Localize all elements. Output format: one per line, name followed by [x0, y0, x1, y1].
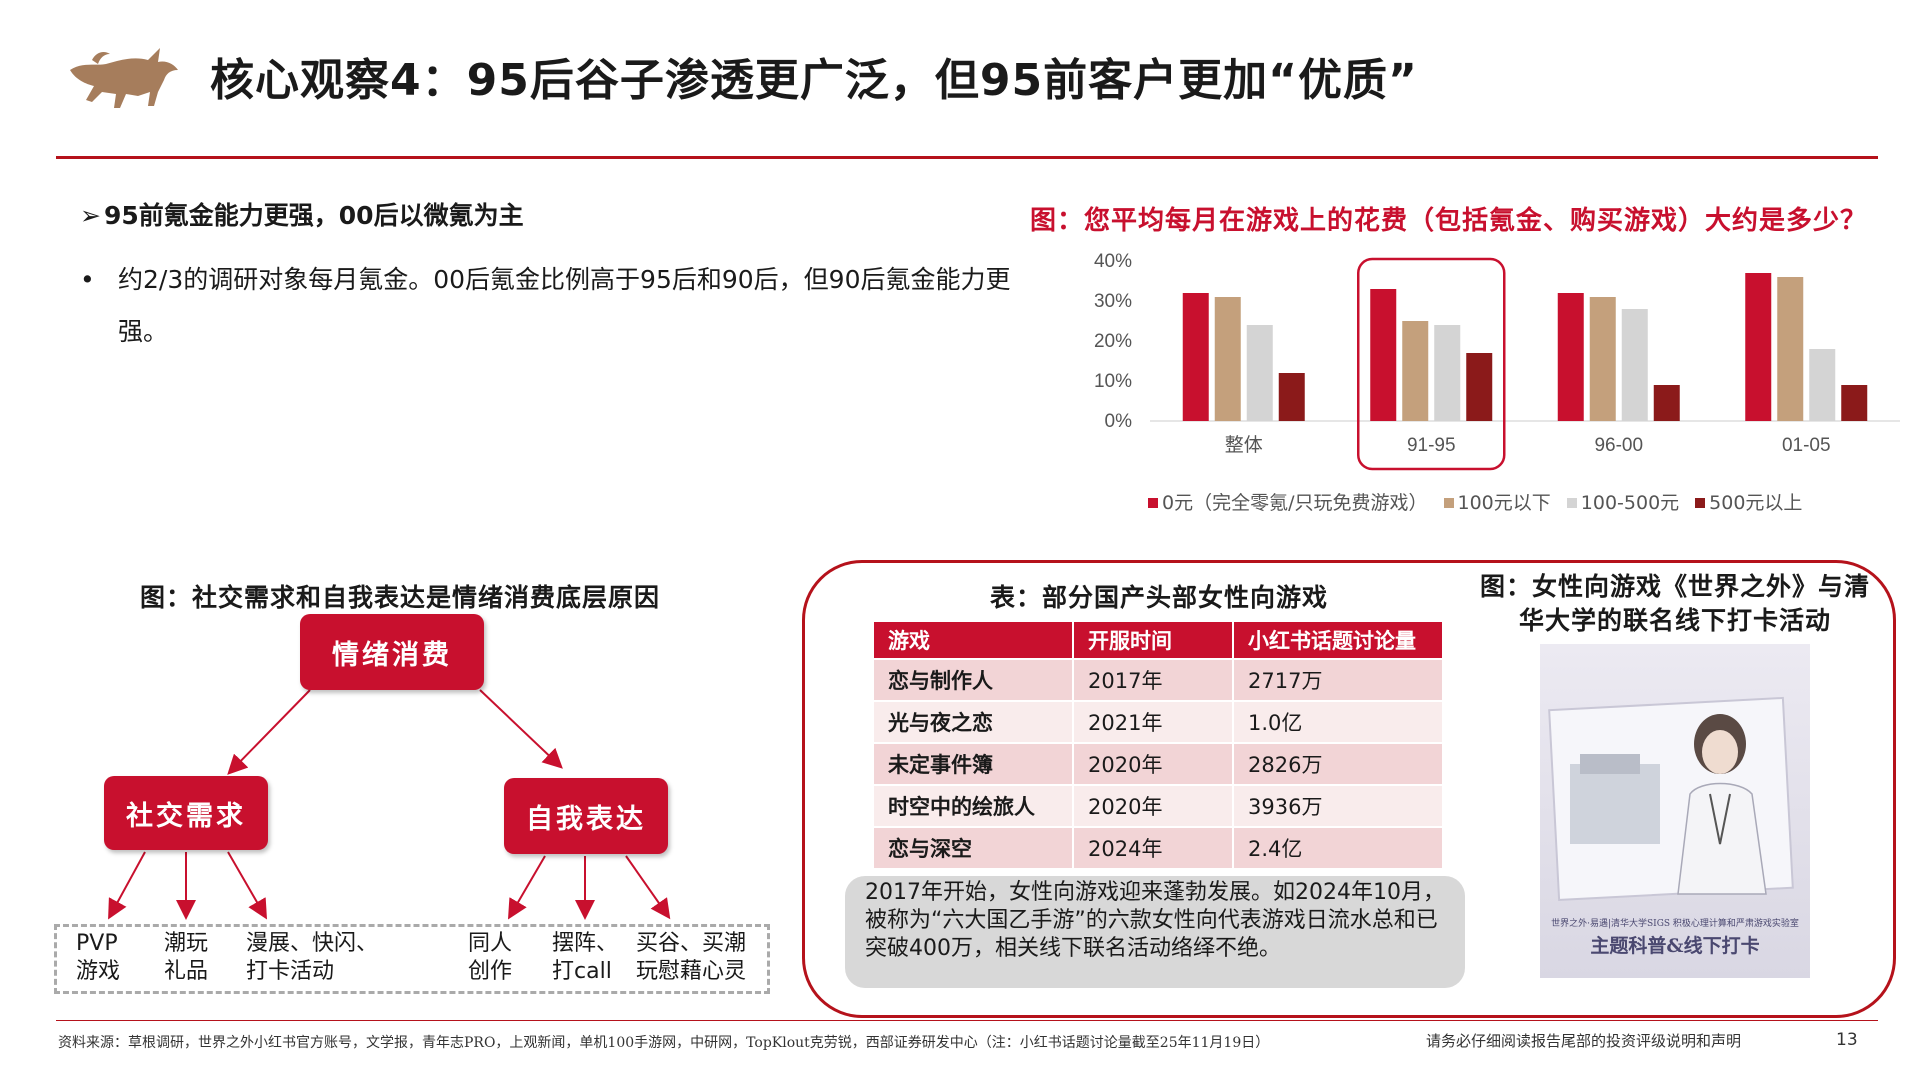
x-tick-label: 整体: [1225, 434, 1263, 456]
y-tick-label: 10%: [1094, 371, 1132, 392]
legend-label: 100元以下: [1457, 492, 1551, 514]
legend-item: 100-500元: [1566, 488, 1680, 515]
leaf-item: 买谷、买潮 玩慰藉心灵: [636, 931, 747, 984]
legend-item: 0元（完全零氪/只玩免费游戏）: [1148, 488, 1428, 515]
diagram-title: 图：社交需求和自我表达是情绪消费底层原因: [140, 583, 661, 612]
leaf-item: 摆阵、 打call: [552, 931, 619, 984]
dot-bullet-icon: •: [80, 265, 95, 294]
table-cell: 恋与深空: [872, 826, 1074, 870]
table-cell: 2020年: [1072, 784, 1234, 828]
highlight-frame: [1357, 257, 1506, 471]
bar: [1589, 297, 1616, 421]
x-tick-label: 91-95: [1407, 435, 1456, 456]
table-cell: 恋与制作人: [872, 658, 1074, 702]
leaf-item: PVP 游戏: [76, 931, 121, 984]
footer-divider: [56, 1020, 1878, 1021]
table-cell: 2024年: [1072, 826, 1234, 870]
legend-swatch: [1695, 498, 1706, 508]
node-social-needs: 社交需求: [104, 776, 268, 850]
legend-item: 100元以下: [1443, 488, 1551, 515]
table-cell: 2021年: [1072, 700, 1234, 744]
table-cell: 2826万: [1232, 742, 1444, 786]
legend-swatch: [1148, 498, 1158, 508]
table-cell: 光与夜之恋: [872, 700, 1074, 744]
bar: [1841, 385, 1868, 421]
legend-item: 500元以上: [1695, 488, 1802, 515]
table-cell: 1.0亿: [1232, 700, 1444, 744]
bar: [1653, 385, 1680, 421]
title-divider: [56, 156, 1878, 159]
table-cell: 未定事件簿: [872, 742, 1074, 786]
note-box: 2017年开始，女性向游戏迎来蓬勃发展。如2024年10月，被称为“六大国乙手游…: [845, 876, 1465, 988]
leaf-item: 漫展、快闪、 打卡活动: [246, 931, 379, 984]
bar: [1466, 353, 1493, 421]
bar: [1278, 373, 1305, 421]
y-tick-label: 20%: [1094, 331, 1132, 352]
games-panel: [802, 560, 1896, 1018]
table-row: 时空中的绘旅人 2020年 3936万: [872, 784, 1444, 828]
bullet-body-text: 约2/3的调研对象每月氪金。00后氪金比例高于95后和90后，但90后氪金能力更…: [118, 265, 1011, 346]
table-cell: 时空中的绘旅人: [872, 784, 1074, 828]
page-title: 核心观察4：95后谷子渗透更广泛，但95前客户更加“优质”: [210, 55, 1418, 106]
bar: [1621, 309, 1648, 421]
bar: [1370, 289, 1397, 421]
table-row: 恋与深空 2024年 2.4亿: [872, 826, 1444, 870]
table-row: 光与夜之恋 2021年 1.0亿: [872, 700, 1444, 744]
bar: [1557, 293, 1584, 421]
diagram-arrows: [108, 689, 671, 920]
legend-label: 500元以上: [1709, 492, 1803, 514]
chart-legend: 0元（完全零氪/只玩免费游戏） 100元以下 100-500元 500元以上: [1148, 488, 1818, 515]
legend-swatch: [1566, 498, 1577, 508]
column-header: 游戏: [872, 620, 1074, 660]
table-cell: 2020年: [1072, 742, 1234, 786]
table-cell: 2717万: [1232, 658, 1444, 702]
table-cell: 2.4亿: [1232, 826, 1444, 870]
root-node-emotional-consumption: 情绪消费: [300, 614, 484, 690]
spending-bar-chart: 40% 30% 20% 10% 0% 整体 91-95 96-00 01-05: [1094, 251, 1900, 471]
leaf-item: 同人 创作: [468, 931, 513, 984]
y-tick-label: 30%: [1094, 291, 1132, 312]
bar: [1214, 297, 1241, 421]
bullet-body: • 约2/3的调研对象每月氪金。00后氪金比例高于95后和90后，但90后氪金能…: [80, 254, 1020, 358]
bar: [1777, 277, 1804, 421]
event-poster-image: 世界之外·易遇|清华大学SIGS 积极心理计算和严肃游戏实验室 主题科普&线下打…: [1540, 644, 1810, 978]
bull-logo-icon: [70, 48, 178, 108]
bar: [1182, 293, 1209, 421]
bar: [1402, 321, 1429, 421]
table-title: 表：部分国产头部女性向游戏: [990, 583, 1329, 612]
y-tick-label: 0%: [1105, 411, 1133, 432]
x-tick-label: 01-05: [1782, 435, 1831, 456]
chart-title: 图：您平均每月在游戏上的花费（包括氪金、购买游戏）大约是多少？: [1030, 206, 1868, 236]
disclaimer: 请务必仔细阅读报告尾部的投资评级说明和声明: [1426, 1032, 1742, 1050]
table-cell: 2017年: [1072, 658, 1234, 702]
poster-big-text: 主题科普&线下打卡: [1590, 934, 1759, 957]
poster-small-text: 世界之外·易遇|清华大学SIGS 积极心理计算和严肃游戏实验室: [1551, 917, 1799, 929]
bar: [1809, 349, 1836, 421]
x-tick-label: 96-00: [1594, 435, 1643, 456]
table-row: 恋与制作人 2017年 2717万: [872, 658, 1444, 702]
photo-title: 图：女性向游戏《世界之外》与清华大学的联名线下打卡活动: [1479, 572, 1870, 635]
bar: [1434, 325, 1461, 421]
leaf-frame: [54, 924, 770, 994]
bullet-heading: ➢ 95前氪金能力更强，00后以微氪为主: [80, 196, 524, 232]
page-number: 13: [1836, 1030, 1858, 1050]
leaf-item: 潮玩 礼品: [164, 931, 209, 984]
table-row: 未定事件簿 2020年 2826万: [872, 742, 1444, 786]
games-table: 游戏 开服时间 小红书话题讨论量 恋与制作人 2017年 2717万 光与夜之恋…: [872, 620, 1444, 870]
bar: [1246, 325, 1273, 421]
source-note: 资料来源：草根调研，世界之外小红书官方账号，文学报，青年志PRO，上观新闻，单机…: [58, 1035, 1270, 1051]
bullet-heading-text: 95前氪金能力更强，00后以微氪为主: [104, 201, 524, 230]
node-self-expression: 自我表达: [504, 778, 668, 854]
legend-label: 0元（完全零氪/只玩免费游戏）: [1162, 492, 1428, 514]
legend-label: 100-500元: [1580, 492, 1680, 514]
table-cell: 3936万: [1232, 784, 1444, 828]
column-header: 小红书话题讨论量: [1232, 620, 1444, 660]
arrow-bullet-icon: ➢: [80, 201, 101, 230]
bar: [1745, 273, 1772, 421]
y-tick-label: 40%: [1094, 251, 1132, 272]
table-header-row: 游戏 开服时间 小红书话题讨论量: [872, 620, 1444, 660]
column-header: 开服时间: [1072, 620, 1234, 660]
legend-swatch: [1443, 498, 1454, 508]
